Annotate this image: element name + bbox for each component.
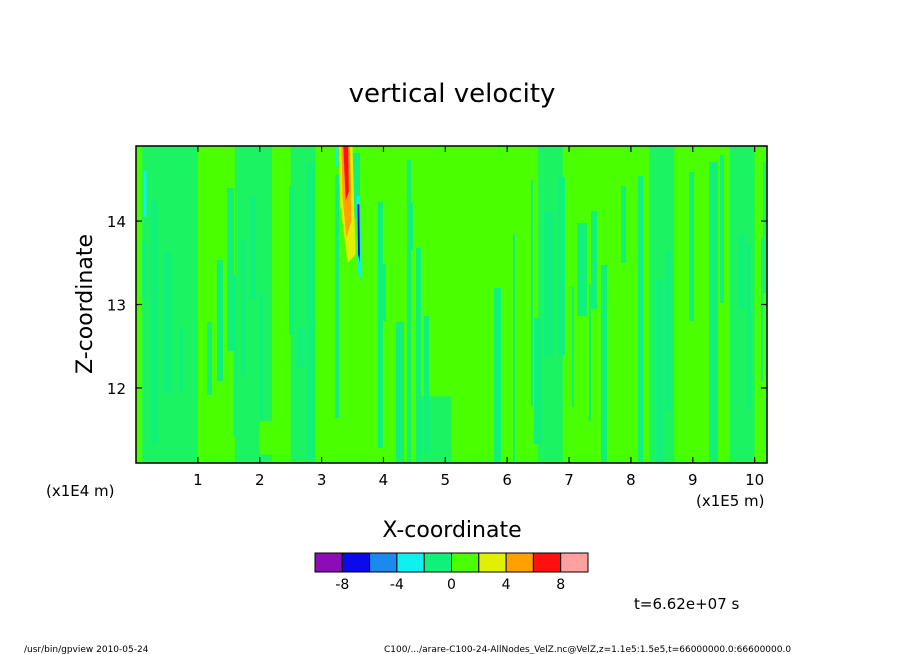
footer-left: /usr/bin/gpview 2010-05-24	[24, 645, 149, 654]
field-stripe	[534, 318, 542, 444]
colorbar-tick-label: 4	[502, 577, 511, 593]
field-stripe	[383, 264, 386, 321]
x-tick-label: 5	[441, 471, 451, 489]
x-axis-ticks: 1 2 3 4 5 6 7 8 9 10	[193, 146, 764, 489]
x-tick-label: 2	[255, 471, 265, 489]
x-tick-label: 4	[379, 471, 389, 489]
field-stripe	[513, 234, 515, 463]
x-tick-label: 3	[317, 471, 327, 489]
field-stripe	[407, 160, 411, 463]
field-features	[143, 146, 362, 280]
small-negative-patch	[335, 146, 339, 167]
colorbar-cell	[505, 552, 534, 573]
field-stripe	[577, 223, 587, 316]
streak-core	[357, 204, 360, 263]
y-tick-label: 14	[107, 213, 126, 231]
field-stripe	[689, 172, 694, 321]
colorbar	[314, 552, 589, 573]
colorbar-cell	[478, 552, 507, 573]
field-stripe	[591, 211, 597, 309]
field-region-positive	[432, 162, 446, 347]
colorbar-labels: -8 -4 0 4 8	[335, 577, 565, 593]
colorbar-cell	[314, 552, 343, 573]
field-stripe	[621, 186, 626, 263]
colorbar-tick-label: -8	[335, 577, 349, 593]
field-region-positive	[569, 421, 600, 463]
field-region	[420, 396, 452, 463]
colorbar-cell	[560, 552, 589, 573]
field-stripe	[416, 248, 421, 463]
edge-negative-patch	[143, 171, 147, 217]
x-tick-label: 1	[193, 471, 203, 489]
x-axis-label: X-coordinate	[382, 518, 521, 543]
chart-title: vertical velocity	[349, 79, 556, 109]
field-stripe	[589, 284, 591, 463]
field-stripe	[217, 260, 223, 381]
colorbar-cell	[341, 552, 371, 573]
colorbar-cell	[396, 552, 425, 573]
colorbar-cell	[369, 552, 398, 573]
x-tick-label: 9	[688, 471, 698, 489]
field-stripe	[411, 203, 413, 250]
field-region	[729, 146, 755, 463]
time-label: t=6.62e+07 s	[634, 595, 740, 613]
field-stripe	[638, 176, 643, 463]
field-stripes	[142, 146, 767, 463]
colorbar-tick-label: 8	[556, 577, 565, 593]
plot-area	[136, 146, 767, 463]
y-tick-label: 13	[107, 297, 126, 315]
x-tick-label: 8	[626, 471, 636, 489]
field-stripe	[720, 155, 724, 303]
colorbar-cell	[451, 552, 480, 573]
x-unit-label: (x1E5 m)	[696, 492, 765, 510]
field-stripe	[531, 180, 533, 406]
field-region	[538, 146, 563, 463]
y-unit-label: (x1E4 m)	[46, 482, 115, 500]
field-stripe	[709, 162, 718, 463]
x-tick-label: 7	[564, 471, 574, 489]
footer-right: C100/.../arare-C100-24-AllNodes_VelZ.nc@…	[384, 645, 791, 654]
field-stripe	[335, 175, 339, 418]
colorbar-cell	[423, 552, 453, 573]
y-axis-label: Z-coordinate	[73, 234, 98, 374]
colorbar-cell	[532, 552, 562, 573]
field-stripe	[494, 288, 501, 463]
field-stripe	[351, 153, 360, 218]
field-region	[234, 146, 273, 463]
colorbar-tick-label: 0	[447, 577, 456, 593]
field-stripe	[207, 322, 212, 395]
field-stripe	[378, 202, 383, 448]
field-stripe	[424, 316, 429, 453]
y-axis-ticks: 12 13 14	[107, 213, 767, 398]
field-stripe	[396, 322, 404, 463]
field-stripe	[763, 162, 767, 293]
field-region	[649, 146, 675, 463]
field-region	[142, 146, 198, 463]
field-stripe	[761, 238, 763, 381]
field-stripe	[227, 188, 234, 351]
field-stripe	[601, 265, 607, 463]
y-tick-label: 12	[107, 380, 126, 398]
x-tick-label: 10	[745, 471, 764, 489]
field-stripe	[572, 287, 574, 407]
x-tick-label: 6	[502, 471, 512, 489]
plume-core	[343, 146, 349, 201]
field-region	[290, 146, 316, 463]
colorbar-tick-label: -4	[390, 577, 404, 593]
field-region-positive	[259, 421, 279, 455]
